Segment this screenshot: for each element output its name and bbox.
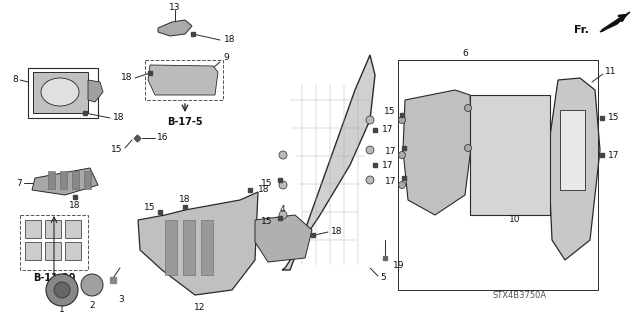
Polygon shape — [148, 65, 218, 95]
Circle shape — [366, 176, 374, 184]
Text: 6: 6 — [462, 48, 468, 57]
Polygon shape — [158, 20, 192, 36]
Polygon shape — [403, 90, 472, 215]
Circle shape — [54, 282, 70, 298]
Text: 17: 17 — [382, 160, 394, 169]
Text: Fr.: Fr. — [574, 25, 589, 35]
Text: 18: 18 — [224, 35, 236, 44]
Text: STX4B3750A: STX4B3750A — [493, 291, 547, 300]
Circle shape — [465, 105, 472, 112]
Text: B-11-30: B-11-30 — [33, 273, 75, 283]
Text: 9: 9 — [223, 54, 228, 63]
Text: 18: 18 — [179, 196, 191, 204]
Text: 15: 15 — [608, 114, 620, 122]
Text: 17: 17 — [385, 177, 396, 187]
Text: 4: 4 — [279, 205, 285, 214]
Circle shape — [279, 151, 287, 159]
Text: 15: 15 — [260, 218, 272, 226]
Bar — [65, 220, 81, 238]
Text: 8: 8 — [12, 76, 18, 85]
Polygon shape — [33, 72, 88, 113]
Bar — [45, 242, 61, 260]
Text: 11: 11 — [605, 68, 616, 77]
Text: 17: 17 — [385, 147, 396, 157]
Polygon shape — [560, 110, 585, 190]
Bar — [28, 68, 98, 118]
Text: 15: 15 — [260, 180, 272, 189]
Bar — [25, 242, 41, 260]
Polygon shape — [600, 12, 630, 32]
Text: 3: 3 — [118, 295, 124, 305]
Bar — [470, 95, 550, 215]
Text: 15: 15 — [111, 145, 122, 154]
Circle shape — [399, 116, 406, 123]
Text: 19: 19 — [393, 261, 404, 270]
Text: 2: 2 — [89, 300, 95, 309]
Polygon shape — [165, 220, 177, 275]
Polygon shape — [72, 171, 79, 189]
Text: 12: 12 — [195, 303, 205, 313]
Ellipse shape — [41, 78, 79, 106]
Text: 18: 18 — [120, 73, 132, 83]
Bar — [20, 215, 88, 270]
Bar — [25, 220, 41, 238]
Text: 1: 1 — [59, 306, 65, 315]
Circle shape — [366, 146, 374, 154]
Text: 18: 18 — [258, 186, 269, 195]
Text: 15: 15 — [383, 108, 395, 116]
Circle shape — [399, 182, 406, 189]
Polygon shape — [183, 220, 195, 275]
Circle shape — [46, 274, 78, 306]
Circle shape — [366, 116, 374, 124]
Circle shape — [279, 211, 287, 219]
Polygon shape — [282, 55, 375, 270]
Circle shape — [465, 145, 472, 152]
Polygon shape — [84, 171, 91, 189]
Bar — [65, 242, 81, 260]
Text: 18: 18 — [69, 201, 81, 210]
Text: 15: 15 — [143, 204, 155, 212]
Text: 10: 10 — [509, 216, 521, 225]
Polygon shape — [548, 78, 600, 260]
Text: 16: 16 — [157, 133, 168, 143]
Text: 18: 18 — [113, 114, 125, 122]
Text: 18: 18 — [331, 227, 342, 236]
Polygon shape — [255, 215, 312, 262]
Text: B-17-5: B-17-5 — [167, 117, 203, 127]
Polygon shape — [201, 220, 213, 275]
Text: 13: 13 — [169, 3, 180, 11]
Text: 17: 17 — [382, 125, 394, 135]
Circle shape — [81, 274, 103, 296]
Polygon shape — [138, 192, 258, 295]
Bar — [45, 220, 61, 238]
Circle shape — [399, 152, 406, 159]
Circle shape — [279, 181, 287, 189]
Text: 5: 5 — [380, 273, 386, 283]
Bar — [145, 60, 223, 100]
Polygon shape — [88, 80, 103, 102]
Bar — [398, 60, 598, 290]
Polygon shape — [48, 171, 55, 189]
Polygon shape — [60, 171, 67, 189]
Polygon shape — [32, 168, 98, 195]
Text: 7: 7 — [16, 179, 22, 188]
Text: 17: 17 — [608, 151, 620, 160]
